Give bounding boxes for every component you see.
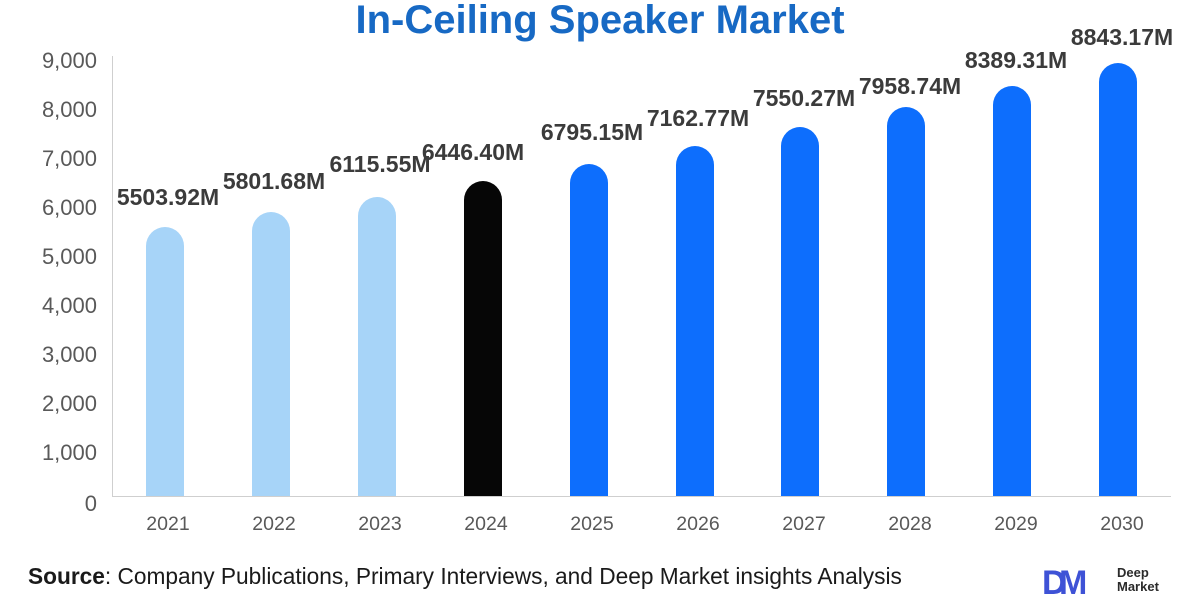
svg-text:M: M [1059, 565, 1087, 600]
